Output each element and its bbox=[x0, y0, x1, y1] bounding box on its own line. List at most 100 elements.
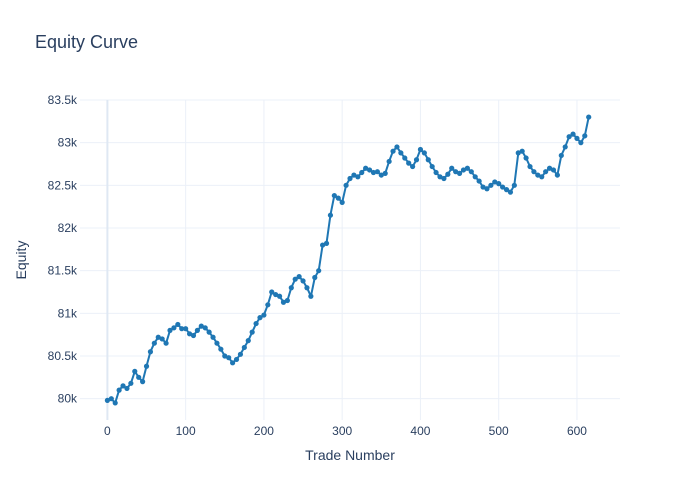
data-point[interactable] bbox=[574, 135, 580, 141]
data-point[interactable] bbox=[280, 299, 287, 305]
data-point[interactable] bbox=[492, 179, 498, 185]
data-point[interactable] bbox=[366, 167, 373, 173]
data-point[interactable] bbox=[312, 274, 318, 281]
data-point[interactable] bbox=[190, 332, 197, 339]
data-point[interactable] bbox=[453, 169, 459, 175]
data-point[interactable] bbox=[198, 323, 204, 329]
data-point[interactable] bbox=[570, 131, 576, 137]
data-point[interactable] bbox=[335, 195, 341, 201]
data-point[interactable] bbox=[136, 374, 142, 380]
data-point[interactable] bbox=[468, 169, 474, 175]
data-point[interactable] bbox=[210, 334, 216, 340]
data-point[interactable] bbox=[546, 165, 553, 171]
data-point[interactable] bbox=[265, 302, 271, 308]
data-point[interactable] bbox=[531, 169, 537, 175]
data-point[interactable] bbox=[500, 184, 506, 190]
data-point[interactable] bbox=[464, 165, 470, 171]
data-point[interactable] bbox=[543, 169, 549, 175]
data-point[interactable] bbox=[406, 160, 412, 166]
data-point[interactable] bbox=[370, 169, 377, 176]
data-point[interactable] bbox=[120, 383, 126, 389]
data-point[interactable] bbox=[550, 167, 557, 173]
data-point[interactable] bbox=[519, 148, 525, 154]
data-point[interactable] bbox=[539, 174, 545, 180]
data-point[interactable] bbox=[140, 379, 146, 385]
data-point[interactable] bbox=[296, 274, 302, 280]
data-point[interactable] bbox=[578, 140, 584, 146]
data-point[interactable] bbox=[316, 268, 322, 274]
data-point[interactable] bbox=[558, 152, 564, 159]
data-point[interactable] bbox=[437, 174, 443, 180]
data-point[interactable] bbox=[269, 289, 275, 295]
data-point[interactable] bbox=[355, 174, 361, 180]
data-point[interactable] bbox=[488, 182, 494, 188]
data-point[interactable] bbox=[194, 327, 200, 333]
data-point[interactable] bbox=[327, 212, 334, 218]
data-point[interactable] bbox=[523, 155, 529, 161]
data-point[interactable] bbox=[323, 240, 330, 246]
data-point[interactable] bbox=[441, 175, 447, 182]
data-point[interactable] bbox=[218, 346, 224, 352]
data-point[interactable] bbox=[496, 181, 502, 187]
data-point[interactable] bbox=[484, 186, 490, 192]
data-point[interactable] bbox=[104, 397, 110, 403]
data-point[interactable] bbox=[449, 165, 455, 171]
data-point[interactable] bbox=[425, 157, 431, 163]
data-point[interactable] bbox=[476, 178, 482, 184]
data-point[interactable] bbox=[175, 321, 181, 328]
data-point[interactable] bbox=[410, 163, 416, 170]
data-point[interactable] bbox=[159, 336, 165, 342]
data-point[interactable] bbox=[186, 331, 193, 337]
data-point[interactable] bbox=[308, 293, 314, 299]
data-point[interactable] bbox=[233, 356, 240, 363]
data-point[interactable] bbox=[288, 285, 294, 291]
data-point[interactable] bbox=[261, 312, 267, 318]
data-point[interactable] bbox=[331, 192, 337, 199]
data-point[interactable] bbox=[206, 329, 212, 335]
data-point[interactable] bbox=[421, 150, 427, 156]
data-point[interactable] bbox=[249, 329, 255, 335]
data-point[interactable] bbox=[245, 338, 251, 344]
data-point[interactable] bbox=[429, 163, 435, 170]
data-point[interactable] bbox=[304, 285, 310, 291]
data-point[interactable] bbox=[143, 363, 150, 369]
data-point[interactable] bbox=[284, 297, 290, 304]
data-point[interactable] bbox=[132, 368, 138, 374]
data-point[interactable] bbox=[472, 174, 478, 180]
data-point[interactable] bbox=[253, 320, 259, 327]
data-point[interactable] bbox=[276, 293, 283, 299]
data-point[interactable] bbox=[394, 144, 400, 150]
data-point[interactable] bbox=[554, 172, 560, 178]
data-point[interactable] bbox=[445, 171, 451, 177]
data-point[interactable] bbox=[171, 325, 177, 331]
data-point[interactable] bbox=[226, 355, 232, 361]
data-point[interactable] bbox=[163, 340, 169, 346]
data-point[interactable] bbox=[155, 334, 161, 340]
data-point[interactable] bbox=[417, 146, 424, 153]
data-point[interactable] bbox=[507, 189, 514, 195]
data-point[interactable] bbox=[503, 187, 510, 193]
data-point[interactable] bbox=[128, 380, 134, 386]
data-point[interactable] bbox=[363, 165, 369, 171]
data-point[interactable] bbox=[351, 172, 357, 178]
data-point[interactable] bbox=[433, 169, 439, 176]
data-point[interactable] bbox=[230, 360, 236, 366]
data-point[interactable] bbox=[398, 150, 404, 156]
data-point[interactable] bbox=[515, 150, 521, 156]
data-point[interactable] bbox=[456, 170, 463, 176]
data-point[interactable] bbox=[241, 344, 247, 351]
data-point[interactable] bbox=[237, 351, 244, 357]
data-point[interactable] bbox=[300, 278, 306, 284]
data-point[interactable] bbox=[183, 326, 189, 332]
data-point[interactable] bbox=[347, 175, 353, 182]
data-point[interactable] bbox=[413, 157, 420, 163]
data-point[interactable] bbox=[179, 326, 185, 332]
data-point[interactable] bbox=[511, 182, 517, 188]
data-point[interactable] bbox=[273, 291, 279, 298]
data-point[interactable] bbox=[112, 400, 118, 406]
data-point[interactable] bbox=[292, 276, 298, 282]
data-point[interactable] bbox=[108, 396, 114, 402]
data-point[interactable] bbox=[222, 353, 228, 359]
data-point[interactable] bbox=[390, 148, 396, 154]
data-point[interactable] bbox=[167, 327, 173, 333]
